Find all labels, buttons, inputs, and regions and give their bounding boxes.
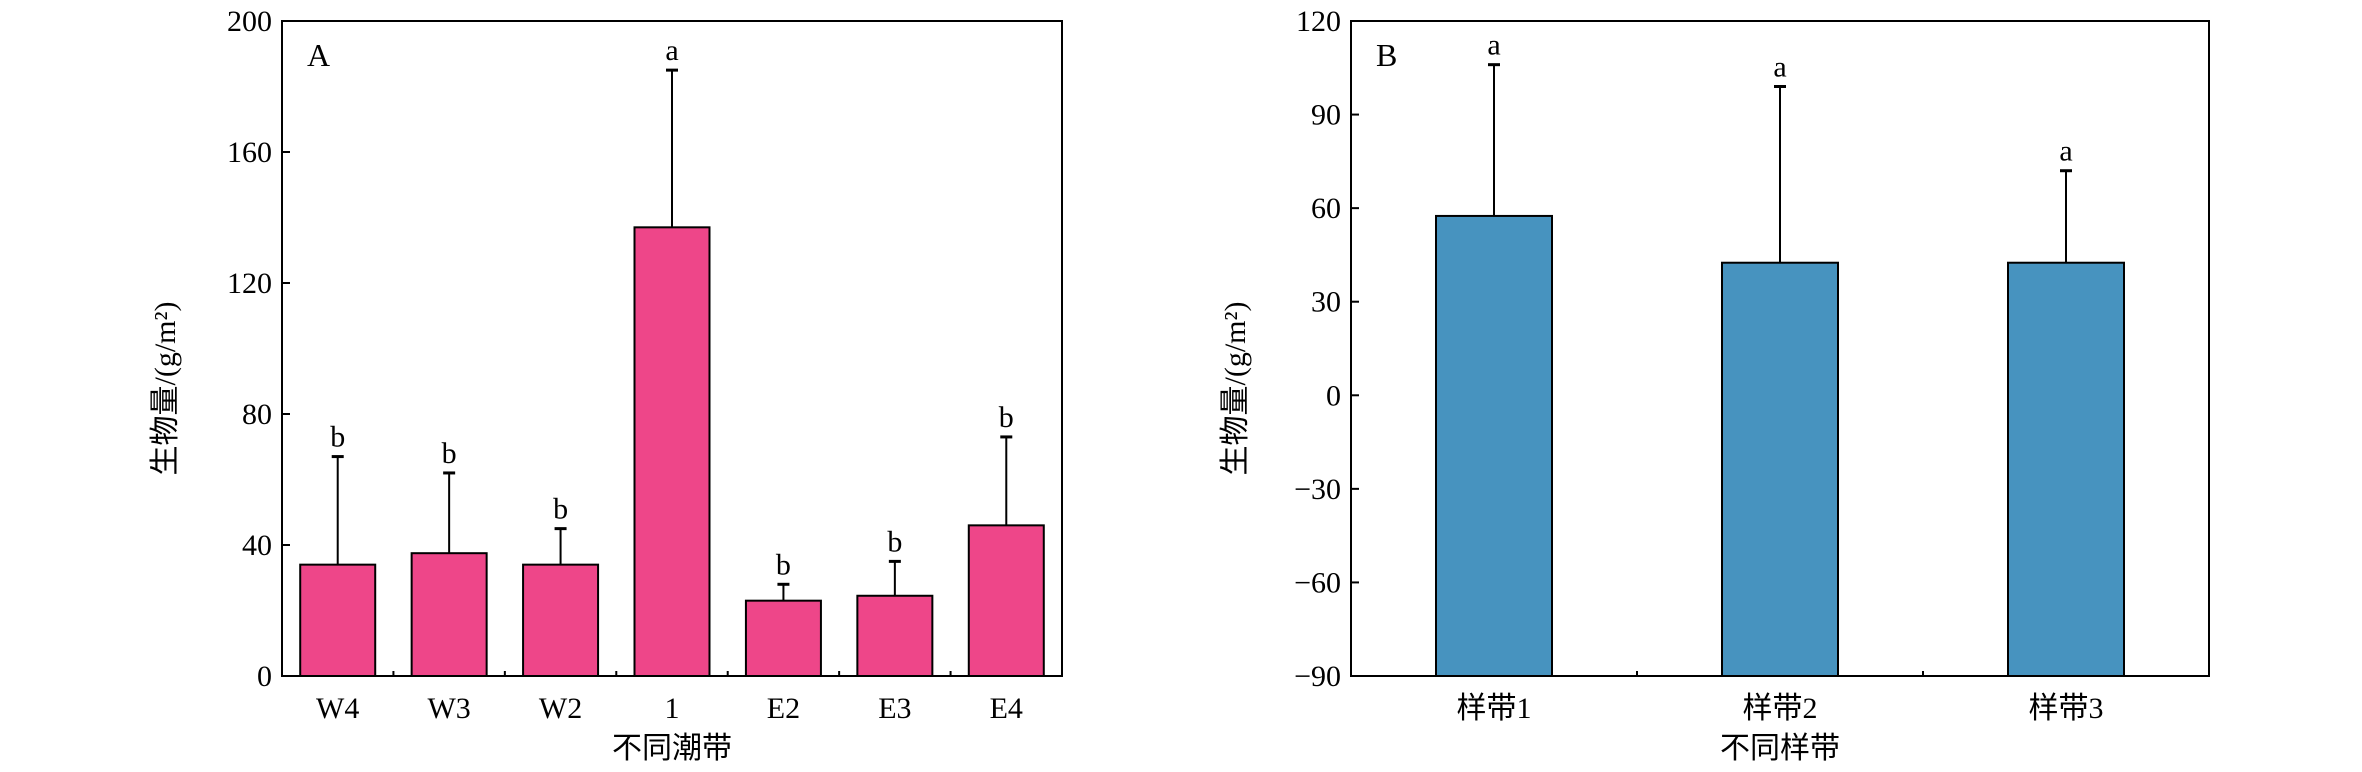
x-tick-label: W2 bbox=[539, 692, 582, 725]
y-tick-label: 0 bbox=[1326, 379, 1341, 412]
significance-label: b bbox=[442, 437, 457, 470]
bar bbox=[410, 552, 488, 677]
significance-label: b bbox=[999, 401, 1014, 434]
bar bbox=[299, 563, 377, 678]
x-tick-label: E2 bbox=[767, 692, 800, 725]
significance-label: b bbox=[776, 548, 791, 581]
y-tick-label: 80 bbox=[242, 398, 272, 431]
y-axis-title: 生物量/(g/m²) bbox=[149, 302, 182, 476]
y-tick-label: 120 bbox=[227, 267, 272, 300]
y-tick-label: −30 bbox=[1294, 473, 1341, 506]
bar bbox=[633, 226, 711, 677]
y-tick-label: 90 bbox=[1311, 99, 1341, 132]
significance-label: b bbox=[330, 421, 345, 454]
y-tick-label: 200 bbox=[227, 5, 272, 38]
y-tick-label: 60 bbox=[1311, 192, 1341, 225]
y-tick-label: 0 bbox=[257, 660, 272, 693]
bar bbox=[2007, 261, 2125, 677]
x-tick-label: E4 bbox=[990, 692, 1023, 725]
y-tick-label: −60 bbox=[1294, 566, 1341, 599]
significance-label: b bbox=[553, 493, 568, 526]
panel-label: B bbox=[1376, 37, 1397, 73]
y-tick-label: 160 bbox=[227, 136, 272, 169]
bar bbox=[967, 524, 1045, 677]
significance-label: b bbox=[887, 525, 902, 558]
x-tick-label: W4 bbox=[316, 692, 359, 725]
x-tick-label: 样带3 bbox=[2029, 692, 2104, 725]
y-axis-title: 生物量/(g/m²) bbox=[1219, 302, 1252, 476]
chart-panel-A: b W4 b W3 b W2 a 1 b E2 b E3 b E4 0 40 80 120 160 200 A 不同潮带 生… bbox=[149, 5, 1063, 765]
plot-frame bbox=[281, 20, 1063, 677]
x-axis-title: 不同潮带 bbox=[612, 732, 732, 765]
bar bbox=[744, 599, 822, 677]
x-tick-label: W3 bbox=[427, 692, 470, 725]
y-tick-label: −90 bbox=[1294, 660, 1341, 693]
x-tick-label: E3 bbox=[878, 692, 911, 725]
bar bbox=[856, 594, 934, 678]
chart-panel-B: a 样带1 a 样带2 a 样带3 −90 −60 −30 0 30 60 90 120 B 不同样带 生物量/… bbox=[1219, 5, 2210, 765]
significance-label: a bbox=[1487, 29, 1500, 62]
significance-label: a bbox=[1773, 51, 1786, 84]
y-tick-label: 40 bbox=[242, 529, 272, 562]
x-tick-label: 样带2 bbox=[1743, 692, 1818, 725]
plot-frame bbox=[1350, 20, 2210, 677]
bar bbox=[522, 563, 600, 678]
bar bbox=[1721, 261, 1839, 677]
significance-label: a bbox=[665, 34, 678, 67]
x-tick-label: 样带1 bbox=[1457, 692, 1532, 725]
significance-label: a bbox=[2059, 135, 2072, 168]
x-tick-label: 1 bbox=[665, 692, 680, 725]
y-tick-label: 120 bbox=[1296, 5, 1341, 38]
panel-label: A bbox=[307, 37, 330, 73]
x-axis-title: 不同样带 bbox=[1720, 732, 1840, 765]
y-tick-label: 30 bbox=[1311, 286, 1341, 319]
bar bbox=[1435, 214, 1553, 677]
